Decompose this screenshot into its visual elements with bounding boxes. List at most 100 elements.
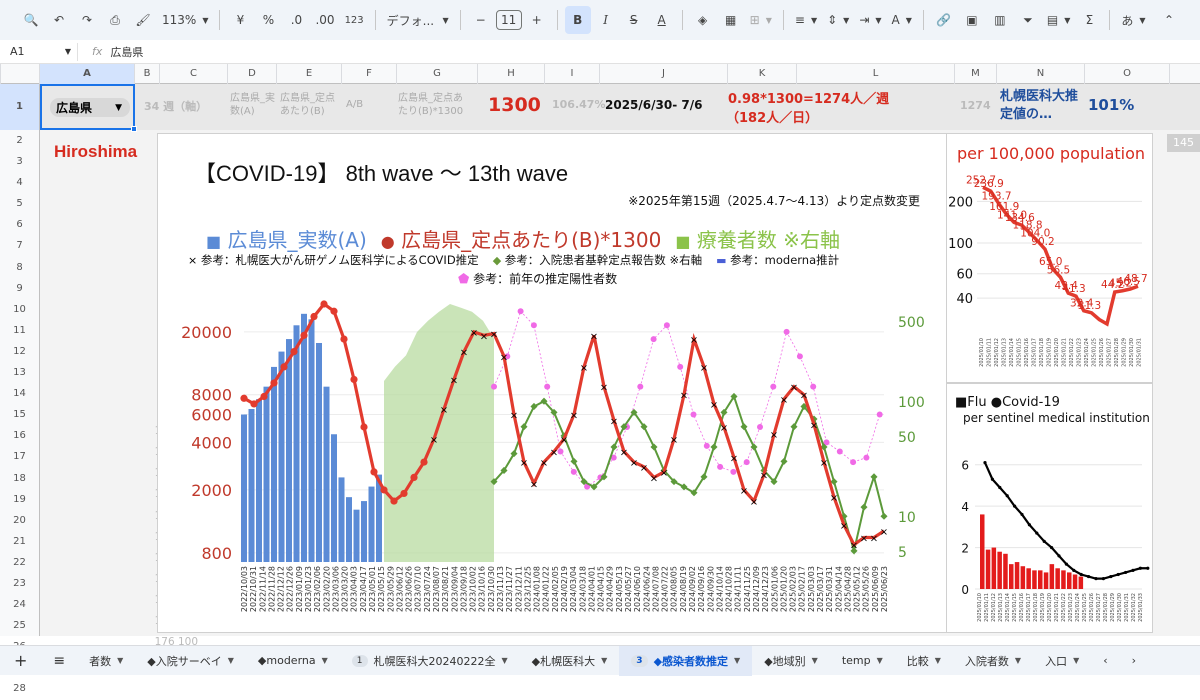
cell-f1[interactable]: A/B	[346, 99, 364, 110]
chevron-down-icon[interactable]: ▼	[1014, 656, 1022, 665]
bold-button[interactable]: B	[564, 6, 591, 34]
cell-g1[interactable]: 広島県_定点あたり(B)*1300	[398, 93, 464, 117]
row-header-7[interactable]: 7	[16, 240, 23, 252]
paint-format-icon[interactable]: 🖌	[135, 13, 151, 27]
strikethrough-icon[interactable]: S	[629, 13, 638, 27]
row-header-14[interactable]: 14	[13, 388, 26, 400]
horizontal-align-icon[interactable]: ≡ ▼	[794, 13, 818, 27]
sheet-tab[interactable]: ◆地域別 ▼	[752, 646, 830, 676]
print-icon[interactable]: ⎙	[110, 12, 120, 27]
column-header-B[interactable]: B	[135, 64, 160, 84]
cell-h1[interactable]: 1300	[488, 94, 541, 116]
row-header-3[interactable]: 3	[16, 156, 23, 168]
column-header-F[interactable]: F	[342, 64, 397, 84]
sheet-tab[interactable]: 比較 ▼	[895, 646, 953, 676]
filter-views-icon[interactable]: ▤ ▼	[1046, 13, 1071, 27]
sheet-tab[interactable]: 3 ◆感染者数推定 ▼	[619, 645, 753, 676]
row-header-19[interactable]: 19	[13, 493, 26, 505]
chevron-down-icon[interactable]: ▼	[1073, 656, 1080, 665]
row-header-13[interactable]: 13	[13, 367, 26, 379]
row-header-18[interactable]: 18	[13, 472, 26, 484]
sheet-tab[interactable]: ◆札幌医科大 ▼	[520, 646, 620, 676]
insert-link-icon[interactable]: 🔗	[936, 13, 952, 27]
row-header-5[interactable]: 5	[16, 198, 23, 210]
chevron-down-icon[interactable]: ▼	[601, 656, 608, 665]
cell-b1[interactable]: 34 週（軸）	[144, 100, 208, 113]
row-header-22[interactable]: 22	[13, 556, 26, 568]
chevron-down-icon[interactable]: ▼	[734, 656, 741, 665]
cell-e1[interactable]: 広島県_定点あたり(B)	[280, 93, 335, 117]
select-all-corner[interactable]	[0, 64, 40, 84]
row-header-10[interactable]: 10	[13, 303, 26, 315]
search-menus-icon[interactable]: 🔍	[23, 13, 39, 27]
functions-button[interactable]: Σ	[1085, 13, 1094, 27]
column-header-G[interactable]: G	[397, 64, 478, 84]
chevron-down-icon[interactable]: ▼	[876, 656, 883, 665]
add-sheet-button[interactable]: +	[14, 651, 28, 670]
column-header-J[interactable]: J	[600, 64, 728, 84]
chevron-down-icon[interactable]: ▼	[501, 656, 508, 665]
collapse-menu-icon[interactable]: ⌃	[1163, 13, 1175, 27]
sheet-tab[interactable]: 入口 ▼	[1033, 646, 1091, 676]
column-header-O[interactable]: O	[1085, 64, 1170, 84]
per-100k-chart[interactable]: per 100,000 population 200 100 60 40 252.7 236…	[946, 133, 1153, 383]
italic-button[interactable]: I	[603, 13, 609, 27]
zoom-select[interactable]: 113% ▼	[162, 13, 209, 27]
cell-j1[interactable]: 2025/6/30- 7/6	[605, 98, 703, 112]
row-header-1[interactable]: 1	[0, 84, 39, 130]
sheet-tab[interactable]: 入院者数 ▼	[953, 646, 1033, 676]
column-header-N[interactable]: N	[997, 64, 1085, 84]
column-header-E[interactable]: E	[277, 64, 342, 84]
formula-input[interactable]: 広島県	[110, 45, 144, 59]
sheet-tab[interactable]: 者数 ▼	[77, 646, 135, 676]
scroll-tabs-right-icon[interactable]: ›	[1131, 654, 1137, 667]
borders-icon[interactable]: ▦	[724, 13, 737, 27]
insert-chart-icon[interactable]: ▥	[994, 13, 1006, 27]
currency-format-button[interactable]: ¥	[236, 13, 245, 27]
input-tools-button[interactable]: あ ▼	[1121, 13, 1146, 28]
row-header-16[interactable]: 16	[13, 430, 26, 442]
sheet-tab[interactable]: temp ▼	[830, 646, 895, 676]
font-size-decrease-button[interactable]: −	[475, 13, 486, 27]
increase-decimal-button[interactable]: .00	[315, 13, 335, 27]
vertical-align-icon[interactable]: ⇕ ▼	[827, 13, 850, 27]
cell-m1[interactable]: 1274	[960, 99, 991, 112]
chevron-down-icon[interactable]: ▼	[934, 656, 941, 665]
row-header-11[interactable]: 11	[13, 324, 26, 336]
column-header-I[interactable]: I	[545, 64, 600, 84]
row-header-8[interactable]: 8	[16, 261, 23, 273]
fill-handle[interactable]	[131, 126, 137, 132]
chevron-down-icon[interactable]: ▼	[321, 656, 328, 665]
chevron-down-icon[interactable]: ▼	[227, 656, 234, 665]
text-color-icon[interactable]: A	[657, 13, 666, 27]
column-header-C[interactable]: C	[160, 64, 228, 84]
column-header-M[interactable]: M	[955, 64, 997, 84]
cell-a1[interactable]: 広島県 ▼	[40, 84, 137, 132]
region-dropdown[interactable]: 広島県 ▼	[50, 98, 130, 117]
cell-o1[interactable]: 101%	[1088, 96, 1135, 114]
text-wrap-icon[interactable]: ⇥ ▼	[859, 13, 882, 27]
sheet-tab[interactable]: ◆入院サーベイ ▼	[135, 646, 246, 676]
font-select[interactable]: デフォ... ▼	[386, 13, 449, 28]
row-header-4[interactable]: 4	[16, 177, 23, 189]
fill-color-icon[interactable]: ◈	[698, 13, 708, 27]
sheet-tab[interactable]: 1 札幌医科大20240222全 ▼	[340, 646, 520, 676]
sheet-tab[interactable]: ◆moderna ▼	[246, 646, 340, 676]
main-chart[interactable]: 【COVID-19】 8th wave 〜 13th wave ※2025年第1…	[157, 133, 947, 633]
column-header-H[interactable]: H	[478, 64, 545, 84]
cell-d1[interactable]: 広島県_実数(A)	[230, 93, 275, 117]
cell-i1[interactable]: 106.47%	[552, 98, 606, 111]
column-header-L[interactable]: L	[797, 64, 955, 84]
text-rotation-icon[interactable]: A ▼	[891, 13, 912, 27]
row-header-6[interactable]: 6	[16, 219, 23, 231]
filter-icon[interactable]: ⏷	[1023, 12, 1033, 27]
redo-icon[interactable]: ↷	[81, 13, 93, 27]
chevron-down-icon[interactable]: ▼	[811, 656, 818, 665]
row-header-24[interactable]: 24	[13, 599, 26, 611]
sentinel-chart[interactable]: ■Flu ●Covid-19 per sentinel medical insti…	[946, 383, 1153, 633]
column-header-K[interactable]: K	[728, 64, 797, 84]
font-size-increase-button[interactable]: +	[531, 13, 542, 27]
number-format-button[interactable]: 123	[344, 14, 364, 26]
row-header-28[interactable]: 28	[13, 683, 26, 695]
chevron-down-icon[interactable]: ▼	[117, 656, 124, 665]
